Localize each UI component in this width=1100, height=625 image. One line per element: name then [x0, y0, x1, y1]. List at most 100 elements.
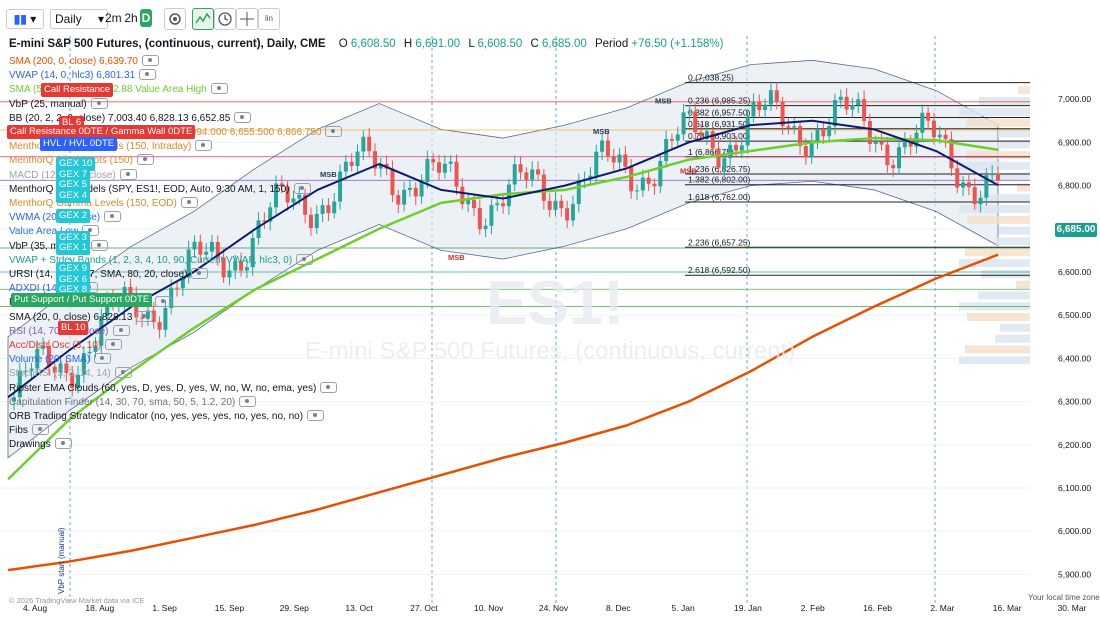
candle-body — [862, 99, 867, 122]
candle-icon: ▮▮ — [13, 12, 27, 26]
timeframe-2m[interactable]: 2m — [105, 11, 122, 25]
legend-indicator-row[interactable]: SMA (200, 0, close) 6,639.70 — [9, 55, 159, 68]
ohlc-change: +76.50 (+1.158%) — [631, 38, 724, 50]
volume-profile-bar — [967, 215, 1030, 224]
visibility-eye-icon[interactable] — [82, 225, 100, 237]
candle-body — [704, 131, 709, 137]
legend-indicator-row[interactable]: Volume (20, SMA) — [9, 353, 112, 366]
volume-profile-bar — [1017, 183, 1030, 192]
hvl-tag[interactable]: HVL / HVL 0DTE — [40, 137, 118, 151]
candle-body — [413, 187, 418, 197]
visibility-eye-icon[interactable] — [139, 69, 157, 81]
legend-indicator-row[interactable]: Acc/Distr Osc (3, 10) — [9, 339, 123, 352]
legend-indicator-row[interactable]: VWAP + Stdev Bands (1, 2, 3, 4, 10, 90, … — [9, 253, 314, 267]
candle-body — [646, 177, 651, 184]
legend-indicator-row[interactable]: BB (20, 2, 2, 0, close) 7,003.40 6,828.1… — [9, 111, 252, 125]
clock-icon[interactable] — [214, 8, 236, 30]
legend-indicator-label: Volume (20, SMA) — [9, 354, 91, 366]
time-axis-tick: 16. Feb — [863, 603, 892, 613]
gex-level-tag[interactable]: GEX 5 — [56, 178, 90, 192]
gex-level-tag[interactable]: GEX 1 — [56, 241, 90, 255]
timeframe-d[interactable]: D — [140, 9, 152, 27]
legend-title-row: E-mini S&P 500 Futures, (continuous, cur… — [9, 38, 724, 50]
visibility-eye-icon[interactable] — [114, 367, 132, 379]
candle-body — [512, 164, 517, 185]
time-axis-tick: 5. Jan — [672, 603, 695, 613]
visibility-eye-icon[interactable] — [210, 83, 228, 95]
visibility-eye-icon[interactable] — [90, 97, 108, 109]
visibility-eye-icon[interactable] — [155, 296, 173, 308]
legend-indicator-row[interactable]: MenthorQ Gamma Levels (150, EOD) — [9, 197, 198, 210]
visibility-eye-icon[interactable] — [119, 168, 137, 180]
call-resistance-0dte-tag[interactable]: Call Resistance 0DTE / Gamma Wall 0DTE — [7, 125, 196, 139]
candle-body — [605, 140, 610, 157]
legend-indicator-row[interactable]: URSI (14, 21, 10, 7, SMA, 80, 20, close) — [9, 268, 209, 281]
candle-body — [52, 366, 57, 373]
settings-gear-icon[interactable] — [164, 8, 186, 30]
gex-level-tag[interactable]: GEX 4 — [56, 189, 90, 203]
visibility-eye-icon[interactable] — [94, 353, 112, 365]
candle-body — [198, 241, 203, 255]
call-resistance-tag[interactable]: Call Resistance — [41, 83, 113, 97]
legend-indicator-row[interactable]: Capitulation Finder (14, 30, 70, sma, 50… — [9, 395, 257, 409]
visibility-eye-icon[interactable] — [112, 324, 130, 336]
candle-body — [140, 317, 145, 319]
visibility-eye-icon[interactable] — [136, 310, 154, 322]
symbol-title[interactable]: E-mini S&P 500 Futures, (continuous, cur… — [9, 38, 326, 50]
candle-body — [361, 136, 366, 152]
fib-level-label: 2.618 (6,592.50) — [688, 265, 751, 275]
legend-indicator-row[interactable]: VWAP (14, 0, hlc3) 6,801.31 — [9, 69, 157, 82]
legend-indicator-label: Drawings — [9, 439, 51, 451]
visibility-eye-icon[interactable] — [54, 438, 72, 450]
visibility-eye-icon[interactable] — [191, 268, 209, 279]
visibility-eye-icon[interactable] — [234, 111, 252, 123]
candle-body — [699, 132, 704, 137]
gex-level-tag[interactable]: GEX 9 — [56, 262, 90, 276]
legend-indicator-row[interactable]: VbP (25, manual) — [9, 97, 108, 111]
visibility-eye-icon[interactable] — [293, 182, 311, 194]
crosshair-icon[interactable] — [236, 8, 258, 30]
visibility-eye-icon[interactable] — [320, 381, 338, 393]
visibility-eye-icon[interactable] — [239, 395, 257, 407]
legend-indicator-row[interactable]: SMA (20, 0, close) 6,828.13 — [9, 310, 154, 324]
visibility-eye-icon[interactable] — [325, 126, 343, 137]
interval-select[interactable]: Daily ▾ — [50, 9, 108, 29]
legend-indicator-label: ADXDI (14, 14) — [9, 283, 77, 295]
blind-spot-tag[interactable]: BL 10 — [58, 321, 89, 335]
visibility-eye-icon[interactable] — [141, 55, 159, 66]
visibility-eye-icon[interactable] — [136, 154, 154, 166]
visibility-eye-icon[interactable] — [105, 339, 123, 350]
gex-level-tag[interactable]: GEX 2 — [56, 209, 90, 223]
legend-indicator-row[interactable]: StochRSI (3, 3, 14, 14) — [9, 367, 132, 380]
volume-profile-bar — [965, 345, 1030, 354]
gex-level-tag[interactable]: GEX 10 — [56, 157, 96, 171]
chart-style-button[interactable]: ▮▮ ▾ — [6, 9, 44, 29]
timezone-label[interactable]: Your local time zone — [1028, 593, 1100, 602]
legend-indicator-row[interactable]: Ripster EMA Clouds (60, yes, D, yes, D, … — [9, 381, 338, 395]
put-support-tag[interactable]: Put Support / Put Support 0DTE — [11, 293, 153, 307]
indicator-wave-icon[interactable] — [192, 8, 214, 30]
visibility-eye-icon[interactable] — [307, 410, 325, 421]
candle-body — [378, 163, 383, 169]
visibility-eye-icon[interactable] — [296, 253, 314, 265]
legend-indicator-row[interactable]: Value Area Low — [9, 225, 100, 238]
visibility-eye-icon[interactable] — [90, 239, 108, 251]
legend-indicator-row[interactable]: ORB Trading Strategy Indicator (no, yes,… — [9, 410, 325, 423]
visibility-eye-icon[interactable] — [195, 140, 213, 152]
price-axis-tick: 6,000.00 — [1058, 526, 1091, 536]
visibility-eye-icon[interactable] — [31, 424, 49, 436]
timeframe-2h[interactable]: 2h — [124, 11, 138, 25]
visibility-eye-icon[interactable] — [104, 211, 122, 223]
legend-indicator-row[interactable]: VWMA (20, 0, close) — [9, 211, 122, 224]
legend-indicator-row[interactable]: MenthorQ - Q-Models (SPY, ES1!, EOD, Aut… — [9, 182, 311, 196]
legend-indicator-row[interactable]: VbP (35, manual) — [9, 239, 108, 253]
visibility-eye-icon[interactable] — [180, 197, 198, 208]
candle-body — [483, 225, 488, 230]
candle-body — [204, 251, 209, 255]
legend-indicator-row[interactable]: Drawings — [9, 438, 72, 451]
legend-indicator-row[interactable]: Fibs — [9, 424, 49, 437]
log-scale-icon[interactable]: lin — [258, 8, 280, 30]
price-chart[interactable]: 0 (7,038.25) 0.236 (6,985.25) 0.382 (6,957… — [0, 36, 1100, 625]
candle-body — [442, 163, 447, 173]
candle-body — [966, 182, 971, 188]
